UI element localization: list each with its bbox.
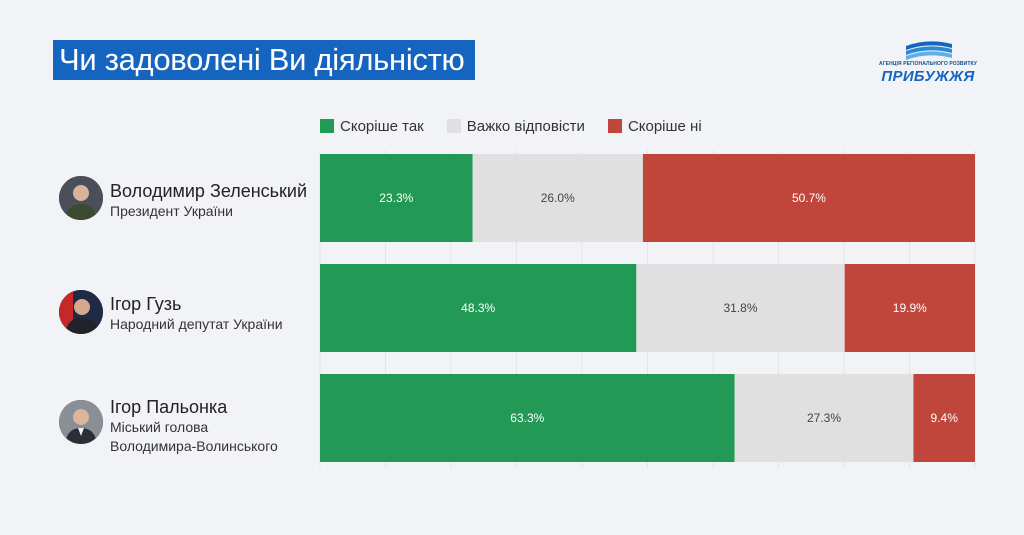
legend-item-negative: Скоріше ні xyxy=(607,117,702,135)
person-name: Володимир Зеленський xyxy=(110,181,308,201)
bar-segment-positive xyxy=(320,374,735,462)
data-label: 26.0% xyxy=(541,191,575,205)
chart-title: Чи задоволені Ви діяльністю xyxy=(53,40,476,80)
person-name: Ігор Пальонка xyxy=(110,397,228,417)
data-label: 48.3% xyxy=(461,301,495,315)
logo-name: ПРИБУЖЖЯ xyxy=(881,68,975,85)
person-role-line-1: Міський голова xyxy=(110,419,209,435)
bar-segment-positive xyxy=(320,264,637,352)
bar-segment-neutral xyxy=(472,154,643,242)
person-portrait-icon xyxy=(59,290,103,334)
bar-segment-negative xyxy=(844,264,975,352)
bar-segment-negative xyxy=(642,154,975,242)
legend-swatch-positive xyxy=(320,119,334,133)
legend-item-neutral: Важко відповісти xyxy=(446,117,585,135)
data-label: 50.7% xyxy=(792,191,826,205)
person-portrait-icon xyxy=(59,400,103,444)
bar-segment-negative xyxy=(913,374,975,462)
chart-legend: Скоріше так Важко відповісти Скоріше ні xyxy=(320,116,725,136)
data-label: 9.4% xyxy=(931,411,959,425)
data-label: 23.3% xyxy=(379,191,413,205)
person-role-line-2: Володимира-Волинського xyxy=(110,438,278,454)
legend-swatch-negative xyxy=(607,119,622,133)
legend-label-neutral: Важко відповісти xyxy=(466,117,585,135)
logo-caption: АГЕНЦІЯ РЕГІОНАЛЬНОГО РОЗВИТКУ xyxy=(879,61,977,67)
legend-label-negative: Скоріше ні xyxy=(627,117,702,135)
bar-segment-positive xyxy=(320,154,473,242)
waves-logo-icon xyxy=(906,41,952,60)
data-label: 19.9% xyxy=(893,301,927,315)
data-label: 63.3% xyxy=(510,411,544,425)
data-label: 31.8% xyxy=(723,301,757,315)
bar-segment-neutral xyxy=(734,374,914,462)
legend-item-positive: Скоріше так xyxy=(320,118,424,135)
person-role: Президент України xyxy=(110,203,233,219)
agency-logo: АГЕНЦІЯ РЕГІОНАЛЬНОГО РОЗВИТКУ ПРИБУЖЖЯ xyxy=(876,40,980,86)
person-portrait-icon xyxy=(59,176,103,220)
legend-swatch-neutral xyxy=(446,119,461,133)
person-role: Народний депутат України xyxy=(110,316,283,332)
data-label: 27.3% xyxy=(807,411,841,425)
bar-segment-neutral xyxy=(636,264,845,352)
person-name: Ігор Гузь xyxy=(110,294,182,314)
legend-label-positive: Скоріше так xyxy=(340,117,424,135)
